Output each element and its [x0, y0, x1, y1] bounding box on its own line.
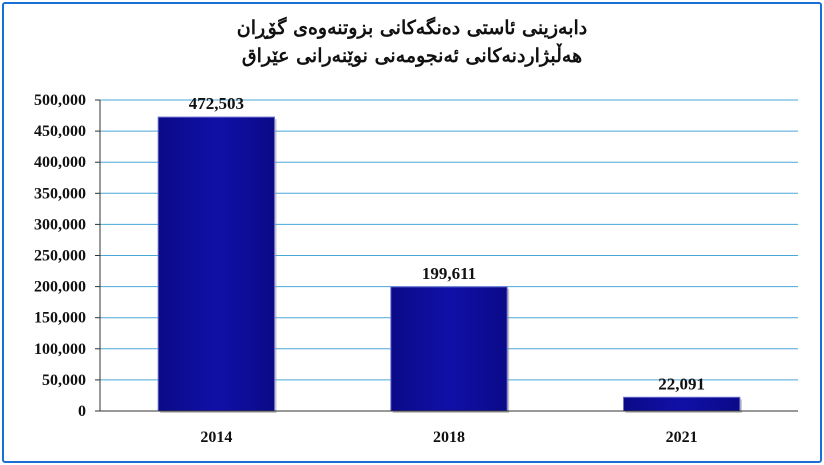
y-tick-label: 150,000 [34, 310, 86, 327]
y-tick-label: 50,000 [42, 372, 86, 389]
y-tick-label: 250,000 [34, 248, 86, 265]
chart-title-line2: هەڵبژاردنەکانی ئەنجومەنی نوێنەرانی عێراق [241, 45, 583, 67]
data-label: 472,503 [189, 94, 244, 113]
chart-title: دابەزینی ئاستی دەنگەکانی بزوتنەوەی گۆڕان… [0, 14, 824, 70]
x-tick-label: 2021 [666, 429, 698, 446]
y-tick-label: 100,000 [34, 341, 86, 358]
x-axis: 2014 2018 2021 [100, 410, 798, 446]
bar [390, 286, 508, 412]
y-tick-label: 450,000 [34, 123, 86, 140]
y-axis: 0 50,000 100,000 150,000 200,000 250,000 300,0… [34, 92, 101, 420]
x-tick-label: 2014 [200, 429, 232, 446]
y-tick-label: 500,000 [34, 92, 86, 109]
chart-title-line1: دابەزینی ئاستی دەنگەکانی بزوتنەوەی گۆڕان [236, 17, 588, 39]
bar [623, 396, 741, 412]
y-tick-label: 300,000 [34, 216, 86, 233]
bars: 472,503 199,611 22,091 [157, 94, 742, 413]
y-tick-label: 200,000 [34, 279, 86, 296]
data-label: 199,611 [422, 264, 476, 283]
y-tick-label: 400,000 [34, 154, 86, 171]
y-tick-label: 0 [78, 403, 86, 420]
y-tick-label: 350,000 [34, 185, 86, 202]
x-tick-label: 2018 [433, 429, 465, 446]
data-label: 22,091 [658, 374, 705, 393]
bar [157, 116, 276, 412]
